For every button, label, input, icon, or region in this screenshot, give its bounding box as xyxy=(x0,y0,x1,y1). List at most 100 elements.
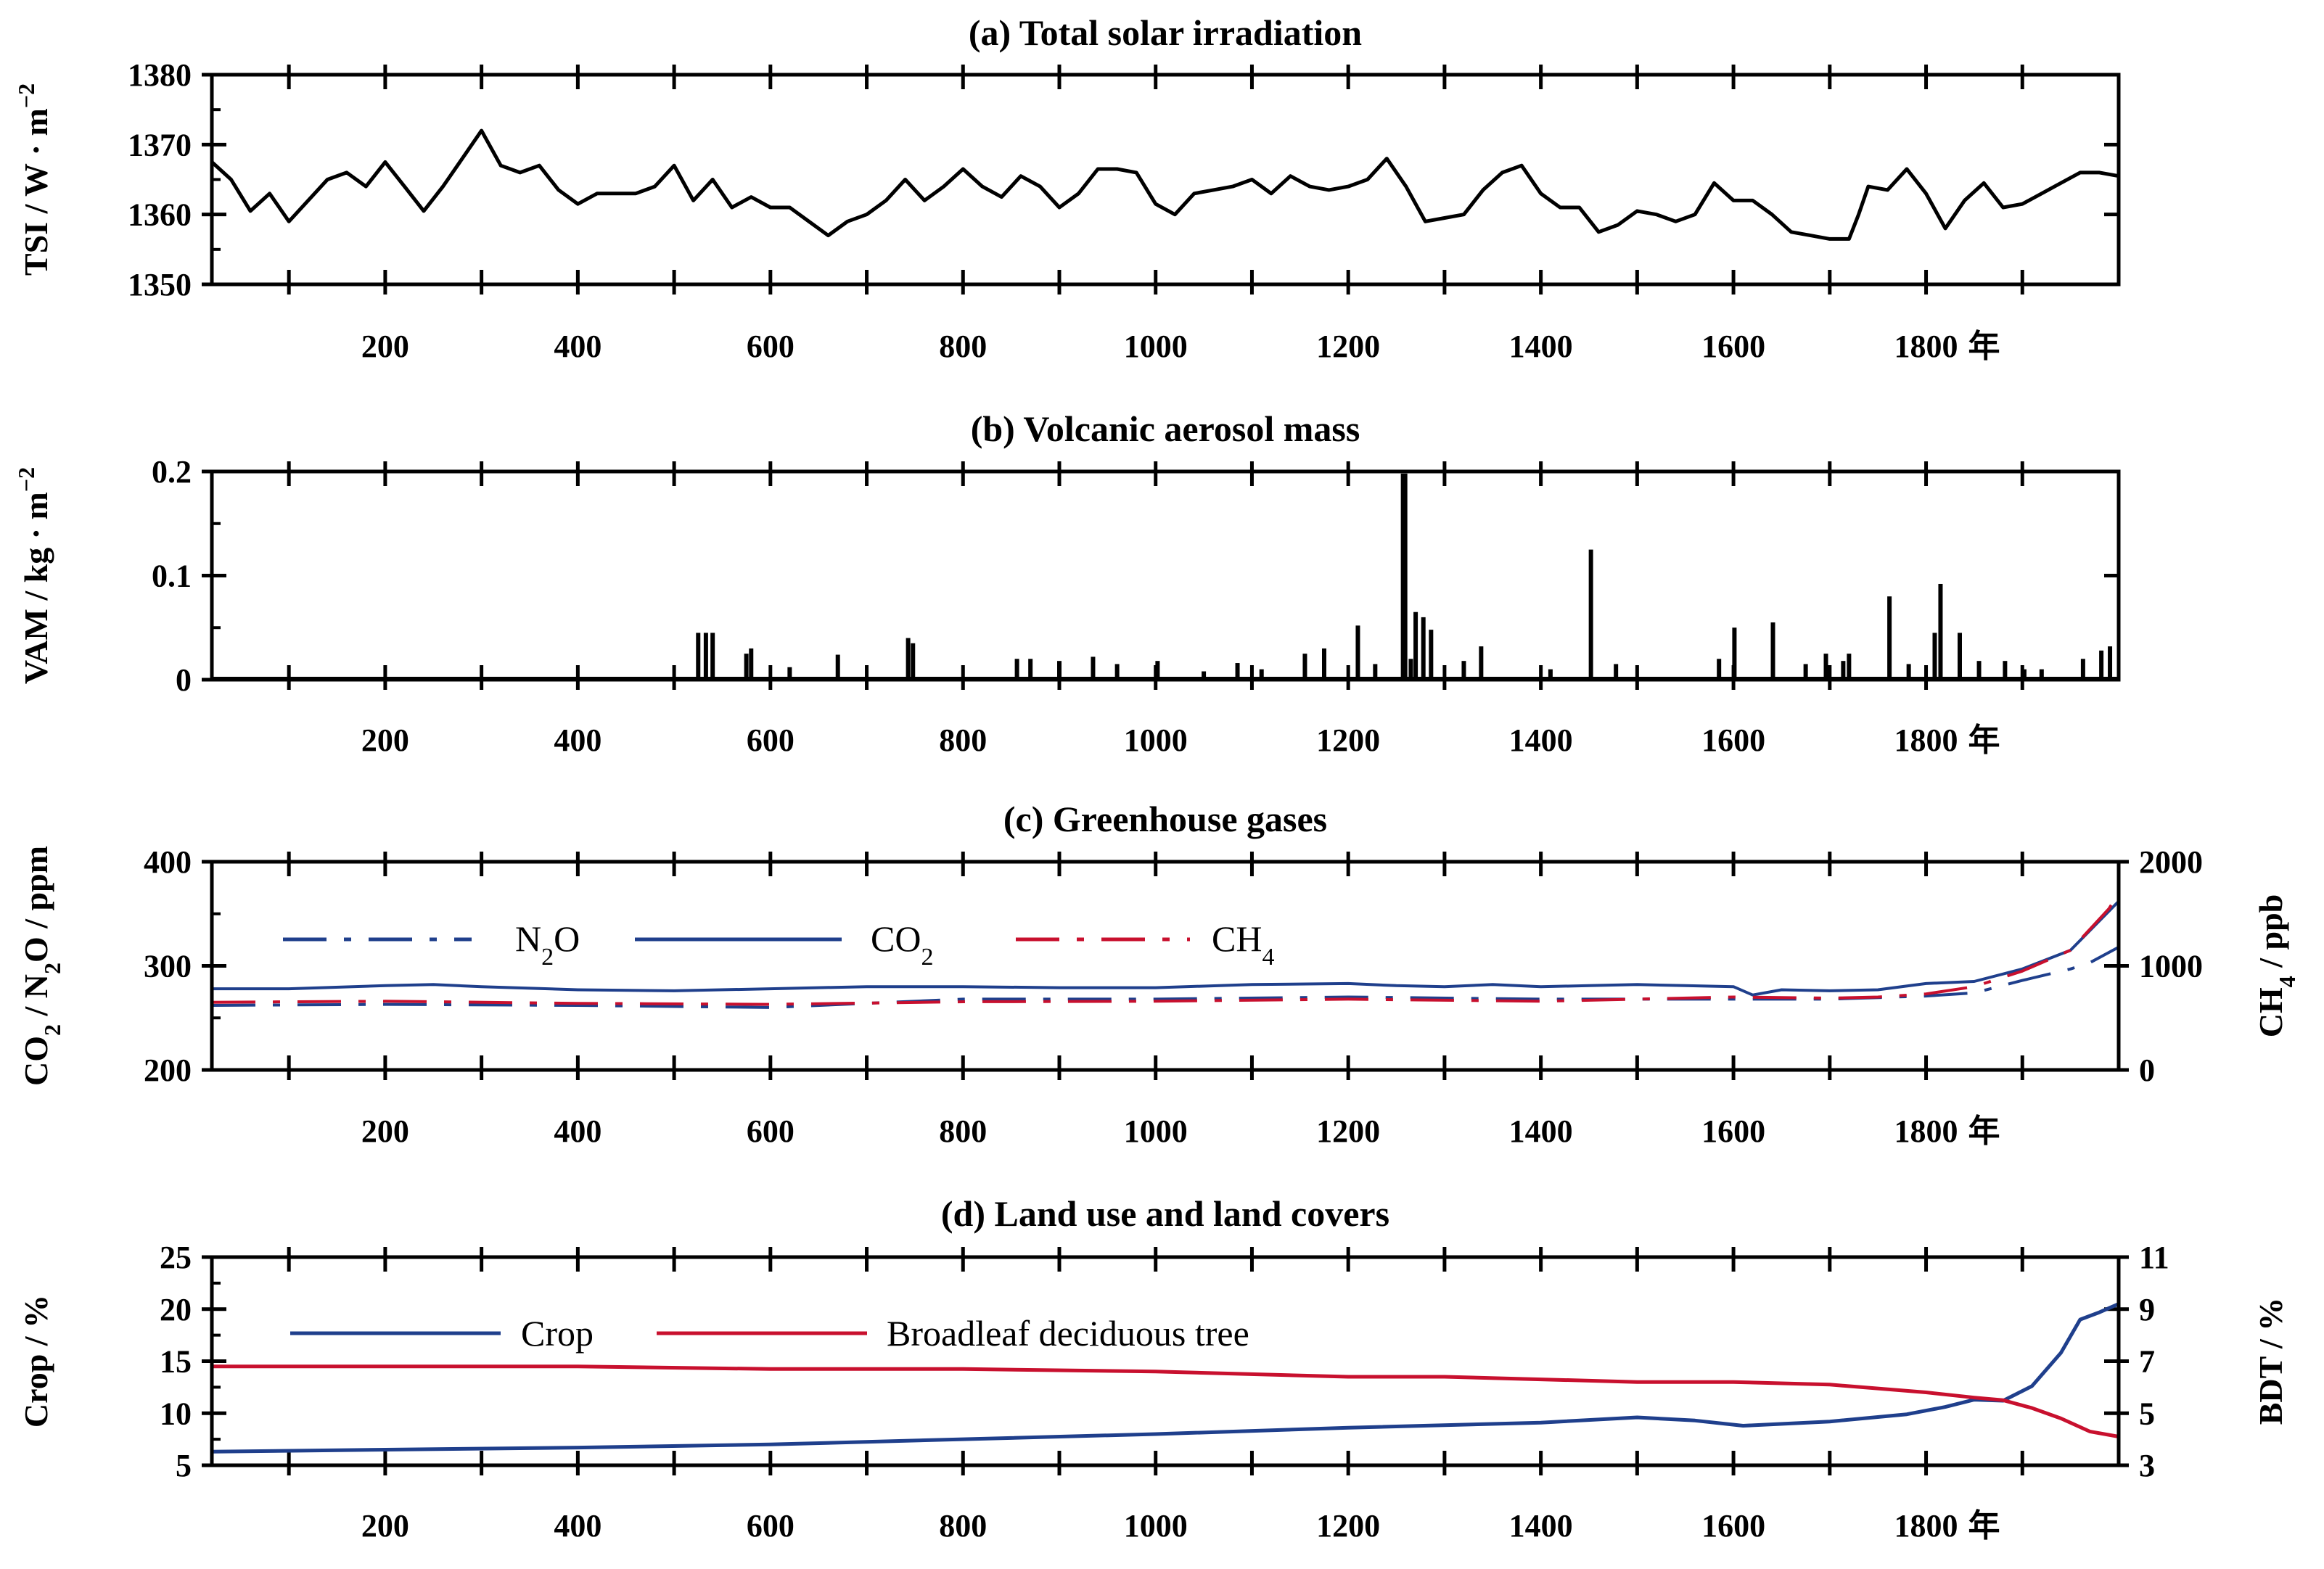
legend-label-tail: O xyxy=(554,918,580,959)
volcanic-bar xyxy=(1091,656,1096,680)
y-axis-label-text: Crop / % xyxy=(17,1295,54,1428)
x-tick-label: 1600 xyxy=(1701,1113,1765,1149)
y-axis-label: Crop / % xyxy=(17,1295,54,1428)
x-tick-label: 1400 xyxy=(1509,1113,1573,1149)
y-tick-label: 25 xyxy=(160,1240,192,1275)
y-tick-label: 1350 xyxy=(128,267,192,302)
legend-label-sub: 4 xyxy=(1262,944,1274,971)
series-line-1 xyxy=(212,900,2120,997)
volcanic-bar xyxy=(1732,627,1737,680)
volcanic-bar xyxy=(1057,661,1062,680)
volcanic-bar xyxy=(1461,661,1466,680)
legend-label: CH4 xyxy=(1212,918,1274,971)
x-tick-label: 1200 xyxy=(1316,722,1380,758)
volcanic-bar xyxy=(1479,646,1484,680)
volcanic-bar xyxy=(696,633,701,680)
series-line-2 xyxy=(212,1364,2119,1438)
x-tick-label: 800 xyxy=(939,329,987,364)
volcanic-bar xyxy=(2099,650,2104,680)
plot-frame xyxy=(210,860,2121,1072)
x-tick-label: 1800 xyxy=(1894,1508,1958,1544)
x-tick-label: 1000 xyxy=(1124,329,1188,364)
x-tick-label: 600 xyxy=(747,1508,794,1544)
chart-panel-2: (b) Volcanic aerosol mass 200 400 600 800 100… xyxy=(13,408,2121,758)
volcanic-bar xyxy=(1717,659,1722,680)
volcanic-bar xyxy=(1932,633,1937,680)
volcanic-bar xyxy=(1028,659,1033,680)
plot-frame xyxy=(210,1255,2121,1467)
y2-tick-label: 0 xyxy=(2139,1053,2155,1088)
volcanic-bar xyxy=(1400,473,1408,680)
y2-axis-label: CH4 / ppb xyxy=(2252,894,2300,1038)
volcanic-bar xyxy=(1958,633,1962,680)
y2-tick-label: 11 xyxy=(2139,1240,2169,1275)
y2-tick-label: 2000 xyxy=(2139,844,2203,880)
plot-frame xyxy=(210,73,2121,287)
volcanic-bar xyxy=(1302,654,1307,680)
y-axis-label-sup: −2 xyxy=(13,83,39,108)
x-tick-label: 1200 xyxy=(1316,329,1380,364)
legend-label: CO2 xyxy=(871,918,933,971)
y-axis-label: TSI / W · m−2 xyxy=(13,83,54,276)
legend-label-main: CH xyxy=(1212,918,1262,959)
y2-tick-label: 5 xyxy=(2139,1396,2155,1431)
x-tick-label: 1200 xyxy=(1316,1113,1380,1149)
volcanic-bar xyxy=(1588,549,1593,680)
y-tick-label: 1360 xyxy=(128,197,192,233)
volcanic-bar xyxy=(1373,664,1378,680)
y-tick-label: 10 xyxy=(160,1396,192,1431)
x-tick-label: 1000 xyxy=(1124,722,1188,758)
x-tick-label: 400 xyxy=(554,329,601,364)
volcanic-bar xyxy=(2039,669,2044,680)
x-tick-label: 800 xyxy=(939,1113,987,1149)
y-tick-label: 15 xyxy=(160,1344,192,1380)
x-tick-label: 600 xyxy=(747,1113,794,1149)
y2-axis-label: BDT / % xyxy=(2252,1298,2289,1425)
volcanic-bar xyxy=(1887,596,1892,680)
x-tick-label: 800 xyxy=(939,722,987,758)
volcanic-bar xyxy=(2108,646,2113,680)
x-tick-label: 1800 xyxy=(1894,1113,1958,1149)
x-tick-label: 400 xyxy=(554,1508,601,1544)
y-axis-label-text: VAM / kg · m xyxy=(17,492,54,684)
x-tick-label: 1600 xyxy=(1701,1508,1765,1544)
y-tick-label: 0 xyxy=(176,662,192,698)
y2-axis-label-part: / ppb xyxy=(2252,894,2289,976)
volcanic-bar xyxy=(1976,661,1982,680)
volcanic-bar xyxy=(911,643,916,680)
series-line-3 xyxy=(211,891,2120,1006)
x-tick-label: 1400 xyxy=(1509,1508,1573,1544)
legend-label-main: N xyxy=(515,918,541,959)
y-tick-label: 200 xyxy=(144,1053,192,1088)
y-axis-label-text: TSI / W · m xyxy=(17,108,54,276)
chart-title: (c) Greenhouse gases xyxy=(1003,799,1327,839)
volcanic-bar xyxy=(1614,664,1619,680)
y-axis-label-sup: −2 xyxy=(13,467,39,492)
volcanic-bar xyxy=(1847,654,1852,680)
x-tick-label: 1400 xyxy=(1509,329,1573,364)
chart-title: (b) Volcanic aerosol mass xyxy=(971,408,1360,449)
volcanic-bar xyxy=(1823,654,1828,680)
x-tick-label: 600 xyxy=(747,722,794,758)
volcanic-bar xyxy=(2080,659,2085,680)
y-axis-label: VAM / kg · m−2 xyxy=(13,467,54,684)
x-tick-label: 1600 xyxy=(1701,722,1765,758)
volcanic-bar xyxy=(1770,622,1775,680)
x-axis-unit: 年 xyxy=(1968,722,2000,758)
x-tick-label: 200 xyxy=(361,722,409,758)
chart-title: (a) Total solar irradiation xyxy=(969,12,1362,53)
y2-axis-label-part: CH xyxy=(2252,987,2289,1037)
volcanic-bar xyxy=(1803,664,1808,680)
chart-panel-4: (d) Land use and land covers 200 400 600 800… xyxy=(17,1193,2289,1544)
chart-panel-3: (c) Greenhouse gases 200 400 600 800 1000 1200… xyxy=(17,799,2300,1149)
x-tick-label: 800 xyxy=(939,1508,987,1544)
legend-label-sub: 2 xyxy=(921,944,933,971)
legend-label: Crop xyxy=(521,1313,594,1354)
volcanic-bar xyxy=(1114,664,1120,680)
x-tick-label: 1000 xyxy=(1124,1508,1188,1544)
legend-label: N2O xyxy=(515,918,580,971)
volcanic-bar xyxy=(703,633,708,680)
y2-tick-label: 1000 xyxy=(2139,949,2203,984)
y2-tick-label: 7 xyxy=(2139,1344,2155,1380)
